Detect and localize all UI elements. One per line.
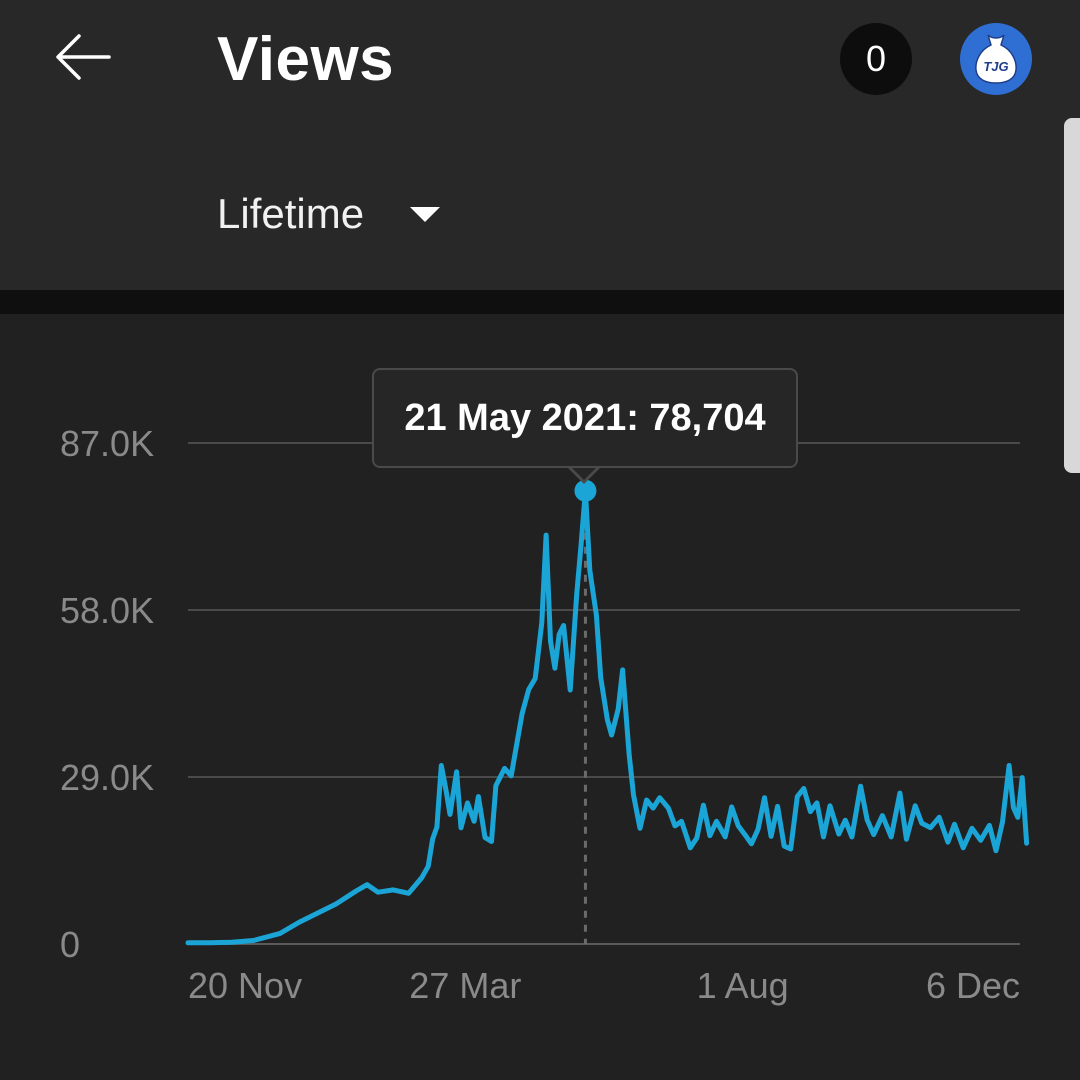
x-tick-label: 1 Aug: [697, 965, 789, 1006]
y-tick-label: 0: [60, 924, 80, 965]
views-series-line: [185, 488, 1030, 946]
page-title: Views: [217, 25, 395, 94]
header-divider: [0, 290, 1080, 314]
x-tick-label: 27 Mar: [409, 965, 521, 1006]
scrollbar[interactable]: [1064, 118, 1080, 473]
x-tick-label: 20 Nov: [188, 965, 302, 1006]
caret-down-icon: [410, 206, 441, 222]
back-button[interactable]: [52, 26, 114, 88]
avatar[interactable]: TJG: [960, 23, 1032, 95]
y-tick-label: 58.0K: [60, 590, 154, 631]
x-tick-label: 6 Dec: [926, 965, 1020, 1006]
tooltip-arrow-fill: [569, 465, 599, 480]
app-header: Views 0 TJG Lifetime: [0, 0, 1080, 290]
y-tick-label: 29.0K: [60, 757, 154, 798]
money-bag-icon: TJG: [975, 34, 1017, 84]
chart-tooltip: 21 May 2021: 78,704: [372, 368, 798, 468]
date-range-label: Lifetime: [217, 190, 365, 237]
avatar-initials: TJG: [983, 59, 1008, 74]
highlight-point: [574, 479, 597, 502]
date-range-dropdown[interactable]: Lifetime: [217, 186, 441, 242]
y-tick-label: 87.0K: [60, 423, 154, 464]
arrow-left-icon: [56, 34, 111, 80]
notification-count-badge[interactable]: 0: [840, 23, 912, 95]
